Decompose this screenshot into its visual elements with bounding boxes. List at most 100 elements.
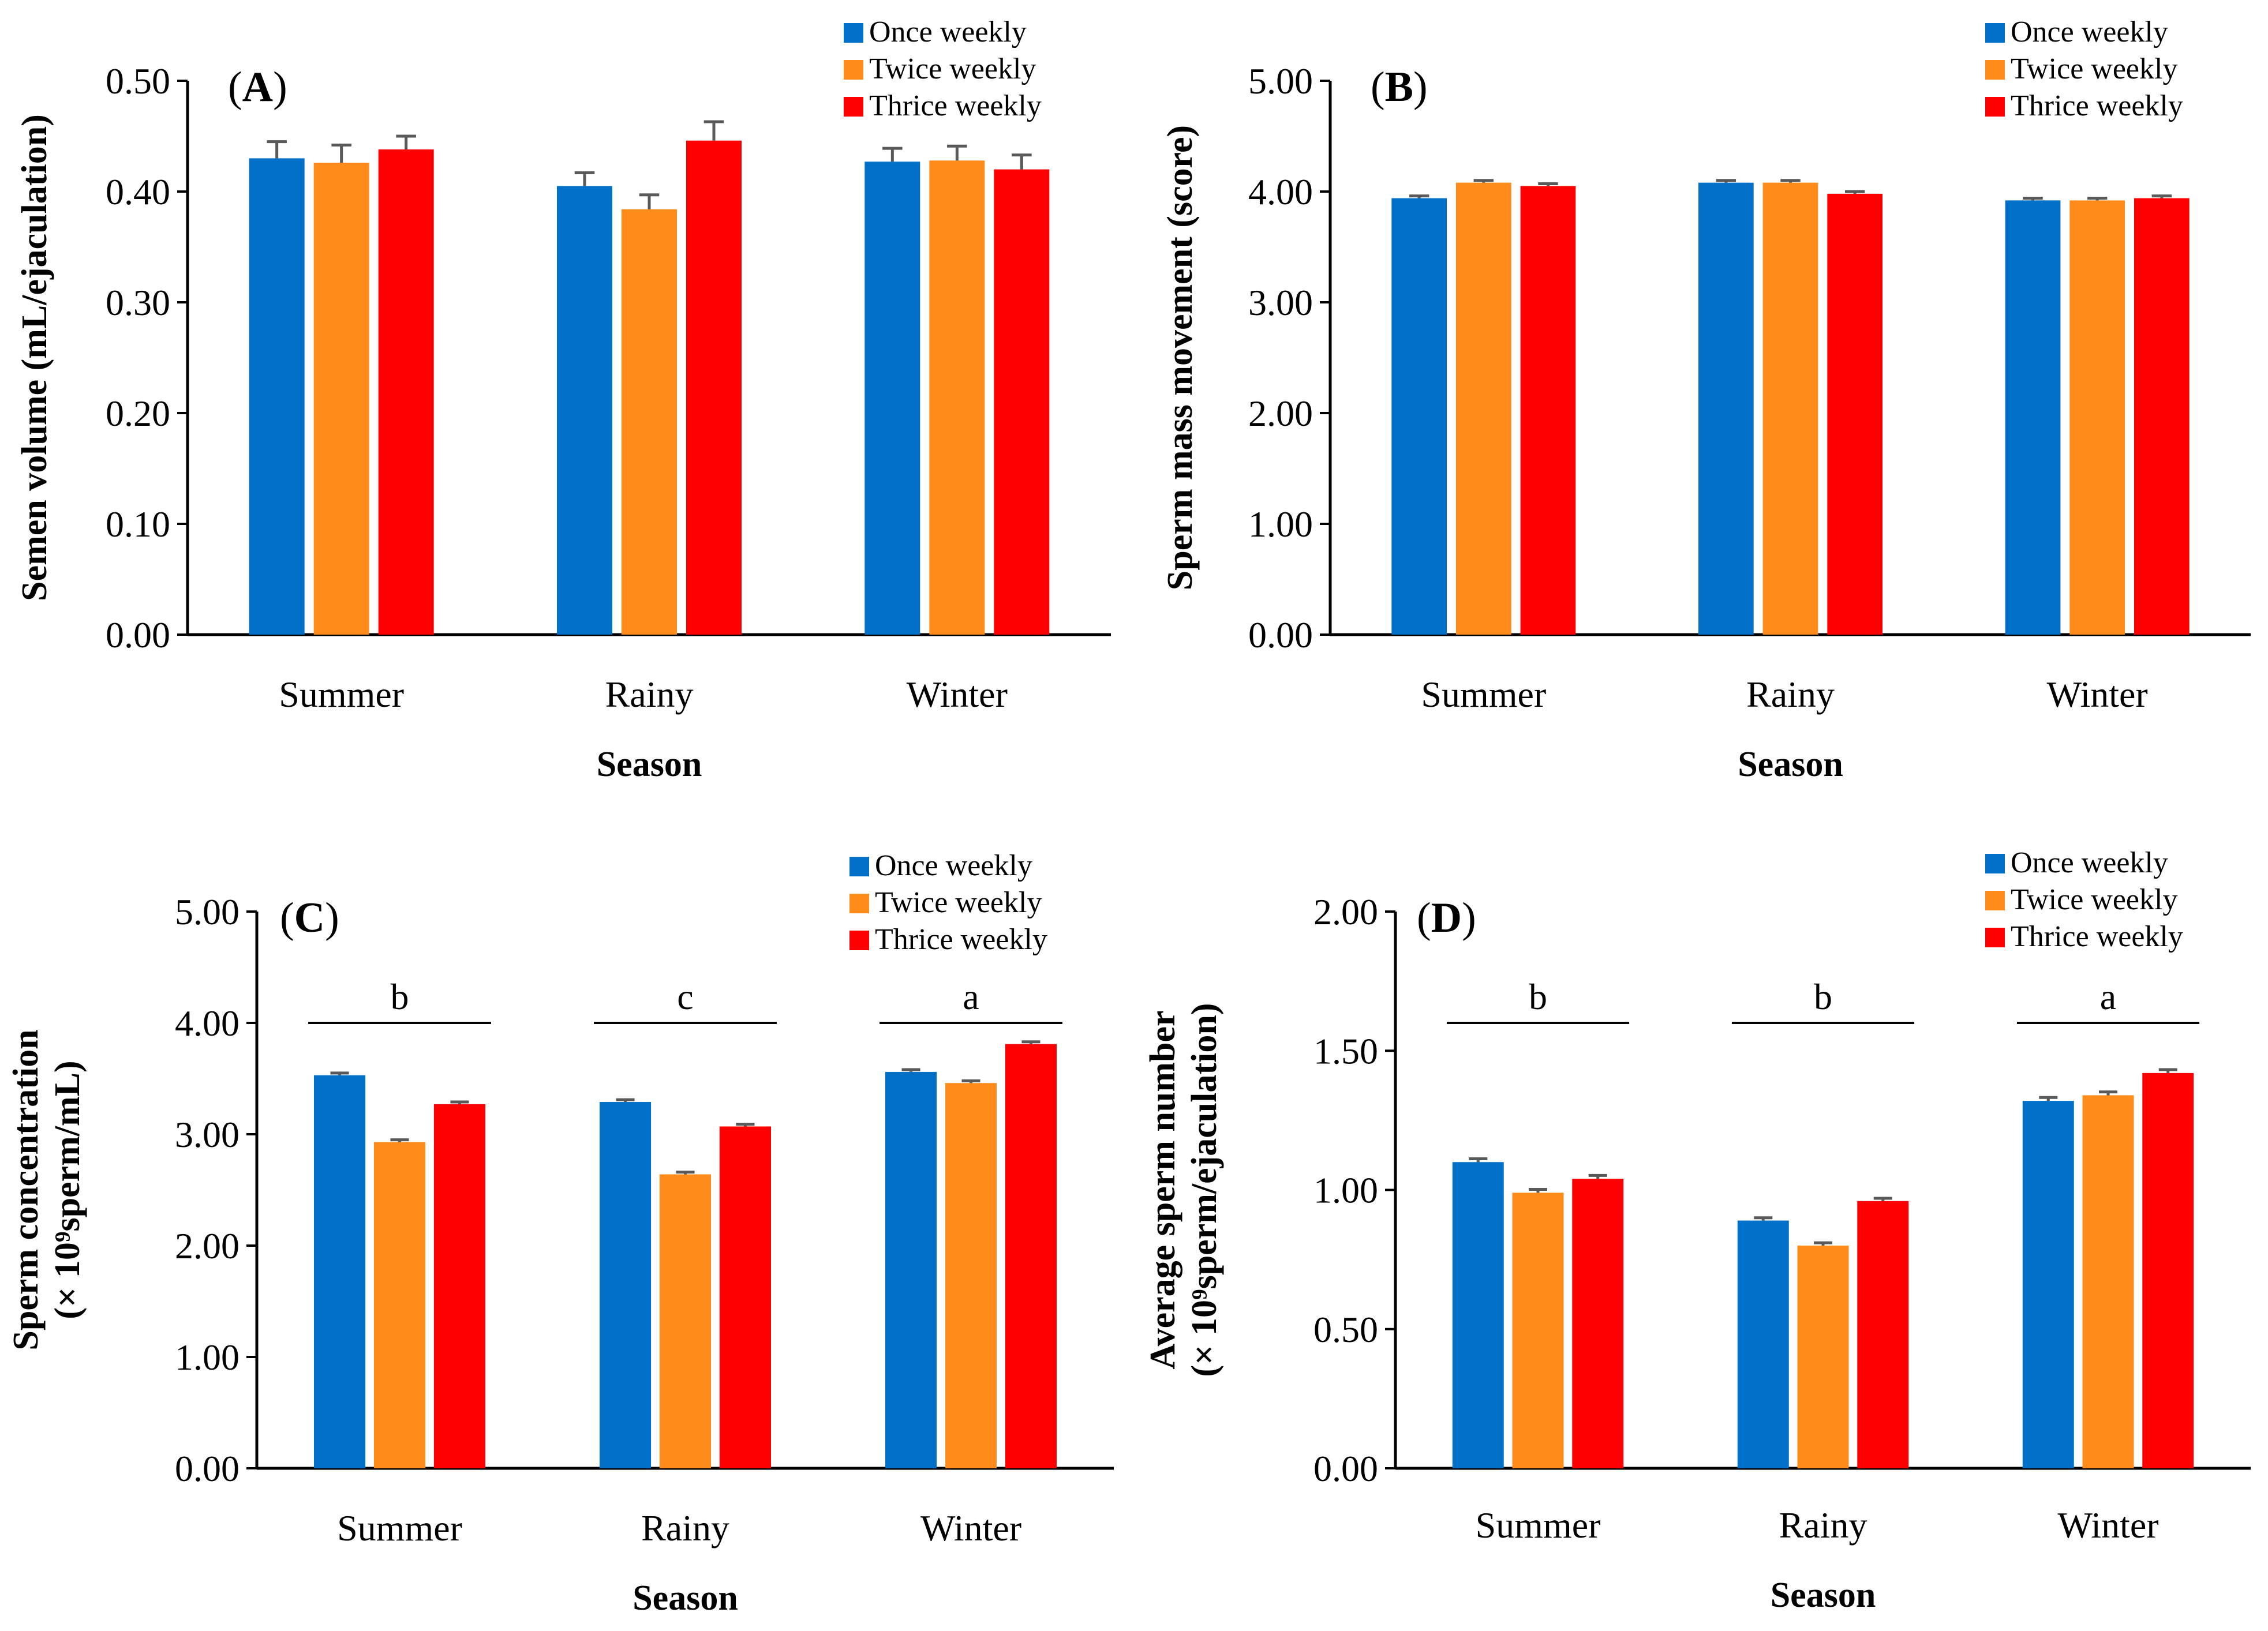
error-bar — [1754, 1216, 1773, 1221]
legend: Once weekly Twice weekly Thrice weekly — [844, 16, 1042, 122]
significance-letter: b — [1814, 976, 1832, 1017]
error-bar — [1012, 153, 1032, 170]
bar-thrice-weekly-winter — [2142, 1073, 2194, 1468]
y-tick-label: 4.00 — [1248, 171, 1313, 212]
error-bar — [1588, 1173, 1607, 1179]
legend-swatch — [1985, 854, 2005, 873]
bar-twice-weekly-summer — [373, 1142, 426, 1468]
legend-swatch — [1985, 23, 2005, 43]
x-category-label: Summer — [1476, 1505, 1601, 1546]
legend: Once weekly Twice weekly Thrice weekly — [1985, 846, 2183, 953]
error-bar — [703, 120, 724, 141]
y-tick-label: 0.10 — [106, 504, 170, 545]
error-bar — [1528, 1188, 1548, 1193]
legend-entry: Twice weekly — [2011, 53, 2177, 85]
error-bar — [1716, 179, 1736, 183]
y-tick-label: 1.00 — [175, 1337, 239, 1378]
bar-thrice-weekly-rainy — [1827, 193, 1882, 635]
error-bar — [1873, 1197, 1892, 1201]
bar-twice-weekly-winter — [929, 160, 985, 635]
y-tick-label: 2.00 — [1313, 891, 1378, 932]
legend: Once weekly Twice weekly Thrice weekly — [849, 849, 1047, 956]
bar-once-weekly-summer — [249, 158, 305, 635]
bar-once-weekly-rainy — [1737, 1220, 1789, 1468]
x-category-label: Winter — [2057, 1505, 2158, 1546]
bar-once-weekly-winter — [864, 162, 920, 635]
legend-swatch — [849, 931, 869, 950]
error-bar — [1844, 190, 1865, 194]
panel-label: (A) — [228, 63, 287, 111]
bar-once-weekly-rainy — [1698, 182, 1754, 635]
significance-letter: a — [2100, 976, 2116, 1017]
y-tick-label: 3.00 — [1248, 282, 1313, 323]
x-axis-title: Season — [597, 745, 702, 784]
y-tick-label: 5.00 — [1248, 61, 1313, 102]
bar-thrice-weekly-winter — [2134, 198, 2190, 635]
error-bar — [2151, 194, 2172, 198]
y-tick-label: 0.00 — [1248, 614, 1313, 655]
legend-entry: Thrice weekly — [875, 923, 1047, 956]
error-bar — [450, 1100, 469, 1104]
legend-entry: Thrice weekly — [2011, 920, 2183, 953]
bar-twice-weekly-rainy — [1762, 182, 1818, 635]
error-bar — [390, 1138, 409, 1142]
y-tick-label: 3.00 — [175, 1114, 239, 1155]
legend-swatch — [1985, 928, 2005, 947]
error-bar — [396, 134, 416, 150]
panel-label: (D) — [1417, 894, 1476, 942]
legend-swatch — [1985, 97, 2005, 117]
panel-c: 0.00 1.00 2.00 3.00 4.00 5.00 Sperm concentrat… — [6, 849, 1114, 1618]
error-bar — [901, 1068, 920, 1072]
y-tick-label: 0.50 — [1313, 1309, 1378, 1350]
y-axis-title: Sperm concentration — [6, 1029, 46, 1350]
legend-entry: Once weekly — [2011, 16, 2168, 48]
y-tick-label: 1.00 — [1248, 504, 1313, 545]
legend-entry: Thrice weekly — [869, 89, 1042, 122]
error-bar — [2098, 1090, 2118, 1096]
bar-twice-weekly-summer — [1512, 1193, 1564, 1468]
legend-swatch — [844, 97, 863, 117]
significance-letter: b — [391, 976, 409, 1017]
error-bar — [639, 193, 660, 209]
bar-once-weekly-rainy — [557, 186, 612, 635]
x-category-label: Summer — [279, 674, 404, 715]
error-bar — [2023, 197, 2043, 201]
panel-label: (C) — [280, 894, 339, 942]
error-bar — [1813, 1241, 1833, 1246]
bar-twice-weekly-rainy — [1797, 1246, 1849, 1468]
bar-twice-weekly-rainy — [659, 1174, 712, 1468]
y-tick-label: 0.20 — [106, 393, 170, 434]
x-axis-title: Season — [633, 1578, 738, 1618]
legend-swatch — [1985, 60, 2005, 80]
error-bar — [736, 1123, 755, 1127]
x-category-label: Rainy — [1746, 674, 1835, 715]
y-tick-label: 2.00 — [175, 1225, 239, 1266]
bar-once-weekly-summer — [314, 1075, 366, 1468]
bar-twice-weekly-rainy — [622, 209, 677, 635]
y-tick-label: 0.00 — [1313, 1448, 1378, 1489]
error-bar — [1021, 1040, 1041, 1044]
y-tick-label: 1.00 — [1313, 1170, 1378, 1211]
bar-thrice-weekly-summer — [1520, 186, 1576, 635]
bar-twice-weekly-summer — [1455, 182, 1511, 635]
error-bar — [961, 1079, 980, 1083]
error-bar — [2039, 1096, 2058, 1101]
error-bar — [330, 1071, 349, 1075]
y-tick-label: 0.00 — [106, 614, 170, 655]
legend-swatch — [844, 60, 863, 80]
bar-once-weekly-summer — [1452, 1162, 1504, 1468]
bar-thrice-weekly-summer — [433, 1104, 485, 1468]
legend-entry: Once weekly — [2011, 846, 2168, 879]
error-bar — [882, 147, 903, 162]
y-tick-label: 4.00 — [175, 1003, 239, 1044]
x-category-label: Winter — [907, 674, 1008, 715]
bar-twice-weekly-winter — [945, 1083, 997, 1468]
legend-swatch — [1985, 891, 2005, 910]
y-axis-title: (× 10⁹sperm/mL) — [48, 1060, 87, 1319]
bar-twice-weekly-winter — [2069, 200, 2125, 635]
panel-b: 0.00 1.00 2.00 3.00 4.00 5.00 Sperm mass movem… — [1161, 16, 2251, 784]
error-bar — [2087, 197, 2108, 201]
y-axis-title: (× 10⁹sperm/ejaculation) — [1185, 1003, 1224, 1377]
bar-twice-weekly-winter — [2082, 1095, 2134, 1468]
